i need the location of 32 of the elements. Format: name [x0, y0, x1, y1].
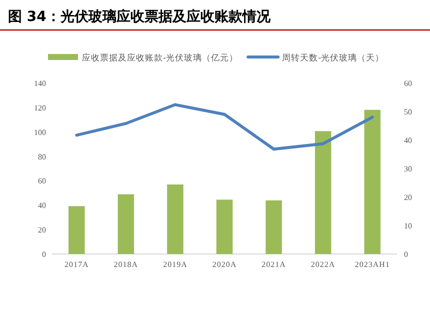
y-tick-label: 80 — [38, 152, 46, 162]
bar — [266, 200, 282, 254]
x-tick-label: 2022A — [310, 260, 336, 269]
y2-tick-label: 20 — [404, 193, 412, 202]
y-tick-label: 120 — [34, 103, 46, 112]
y-tick-label: 40 — [38, 201, 46, 210]
bar — [314, 131, 332, 254]
y2-tick-label: 30 — [404, 164, 412, 174]
bar — [118, 194, 134, 254]
y2-tick-label: 10 — [404, 222, 412, 230]
y-tick-label: 60 — [38, 176, 46, 186]
x-tick-label: 2019A — [163, 260, 188, 269]
x-tick-label: 2023AH1 — [354, 260, 390, 269]
y2-tick-label: 50 — [404, 108, 412, 116]
y-tick-label: 20 — [38, 226, 46, 235]
title: 图 34：光伏玻璃应收票据及应收账款情况 — [8, 9, 270, 25]
y-tick-label: 0 — [42, 250, 46, 259]
bar — [167, 184, 184, 254]
legend-label: 应收票据及应收账款-光伏玻璃（亿元） — [82, 52, 238, 64]
bar — [364, 110, 380, 254]
y2-tick-label: 0 — [404, 250, 408, 259]
x-tick-label: 2017A — [64, 260, 89, 269]
y-tick-label: 100 — [34, 128, 46, 137]
x-tick-label: 2020A — [212, 260, 237, 269]
legend-label: 周转天数-光伏玻璃（天） — [282, 52, 384, 64]
y2-tick-label: 60 — [404, 79, 412, 88]
bar — [68, 206, 85, 254]
y2-tick-label: 40 — [404, 136, 412, 145]
bar — [216, 200, 233, 254]
y-tick-label: 140 — [34, 79, 46, 88]
x-tick-label: 2021A — [262, 260, 286, 269]
x-tick-label: 2018A — [114, 260, 138, 269]
